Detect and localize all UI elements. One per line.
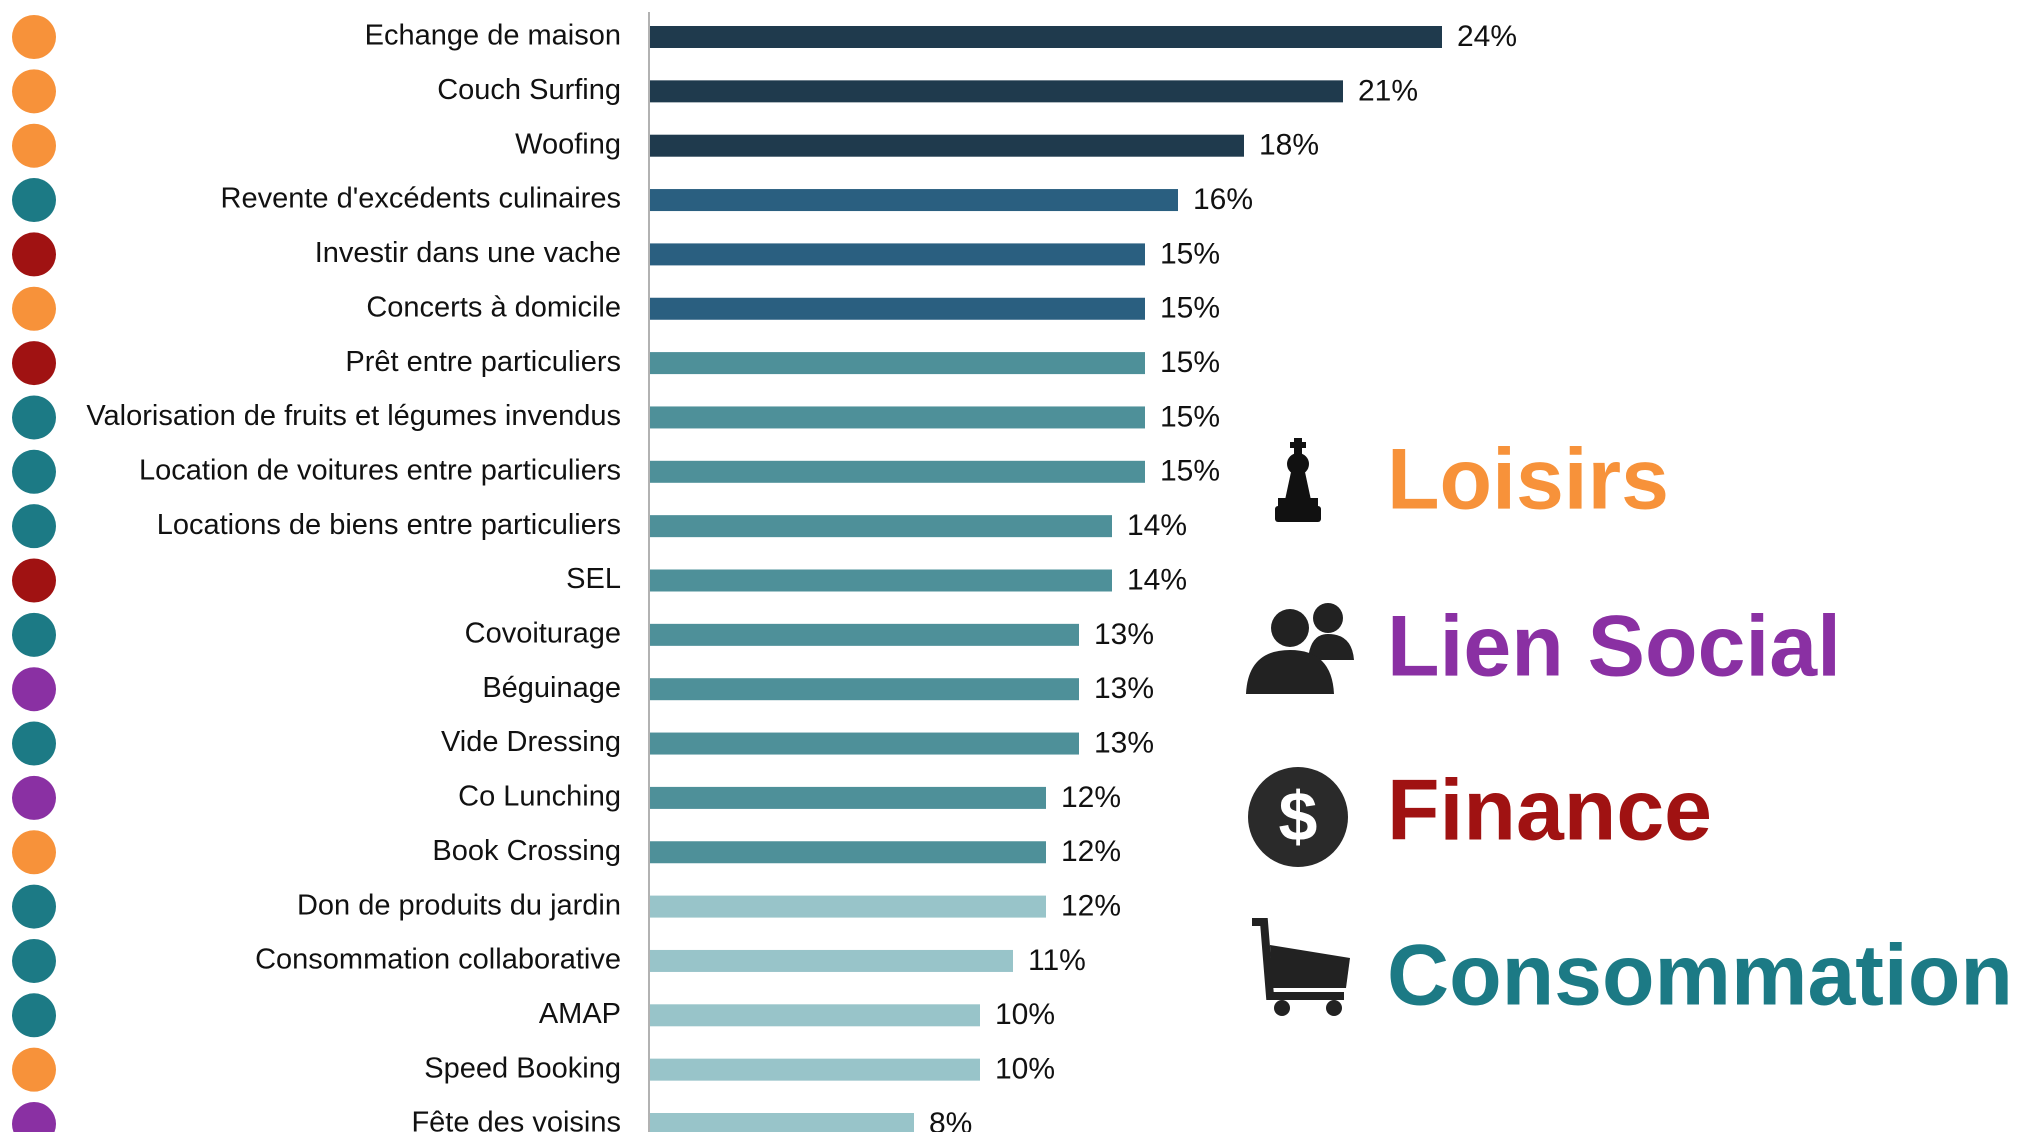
category-label: Location de voitures entre particuliers	[139, 454, 621, 486]
icon-chess	[1275, 438, 1321, 522]
value-label: 14%	[1127, 509, 1187, 542]
category-label: Béguinage	[482, 672, 621, 704]
value-label: 15%	[1160, 455, 1220, 488]
category-label: AMAP	[539, 998, 621, 1030]
category-label: Co Lunching	[458, 781, 621, 813]
category-dot	[12, 830, 56, 875]
category-label: SEL	[566, 563, 621, 595]
legend-label: Finance	[1387, 763, 1712, 859]
value-label: 10%	[995, 1053, 1055, 1086]
legend-label: Lien Social	[1387, 599, 1841, 695]
category-label: Couch Surfing	[437, 74, 621, 106]
category-label: Don de produits du jardin	[297, 889, 621, 921]
category-label: Prêt entre particuliers	[345, 346, 621, 378]
category-label: Woofing	[515, 128, 621, 160]
value-label: 16%	[1193, 183, 1253, 216]
bar	[650, 243, 1145, 266]
value-label: 11%	[1028, 944, 1086, 977]
category-dot	[12, 504, 56, 549]
category-dot	[12, 123, 56, 168]
category-dot	[12, 15, 56, 59]
category-dot	[12, 69, 56, 114]
bar	[650, 841, 1046, 864]
svg-text:$: $	[1279, 777, 1318, 855]
category-dot	[12, 612, 56, 657]
value-label: 21%	[1358, 74, 1418, 107]
category-dot	[12, 449, 56, 494]
value-label: 13%	[1094, 618, 1154, 651]
category-dot	[12, 938, 56, 983]
icon-cart	[1252, 918, 1350, 1016]
category-label: Investir dans une vache	[315, 237, 621, 269]
category-label: Speed Booking	[424, 1052, 621, 1084]
value-label: 12%	[1061, 835, 1121, 868]
legend-label: Loisirs	[1387, 432, 1669, 528]
bar	[650, 949, 1013, 972]
value-label: 15%	[1160, 400, 1220, 433]
bar	[650, 1058, 980, 1081]
bar	[650, 297, 1145, 320]
icon-people	[1246, 603, 1354, 694]
category-label: Locations de biens entre particuliers	[157, 509, 621, 541]
bar	[650, 1113, 914, 1132]
icon-dollar: $	[1248, 767, 1348, 867]
category-dot	[12, 993, 56, 1038]
category-label: Book Crossing	[432, 835, 621, 867]
bar	[650, 515, 1112, 538]
category-label: Revente d'excédents culinaires	[221, 183, 622, 215]
value-label: 15%	[1160, 237, 1220, 270]
bar	[650, 134, 1244, 157]
category-label: Consommation collaborative	[255, 944, 621, 976]
bar	[650, 895, 1046, 918]
value-label: 10%	[995, 998, 1055, 1031]
category-label: Covoiturage	[465, 618, 621, 650]
value-label: 15%	[1160, 346, 1220, 379]
value-label: 12%	[1061, 890, 1121, 923]
value-label: 13%	[1094, 726, 1154, 759]
bar	[650, 1004, 980, 1027]
bar	[650, 786, 1046, 809]
bar	[650, 678, 1079, 701]
bar	[650, 80, 1343, 103]
category-dot	[12, 1102, 56, 1132]
category-dot	[12, 341, 56, 386]
bar	[650, 189, 1178, 212]
bar	[650, 732, 1079, 755]
bar	[650, 623, 1079, 646]
value-label: 14%	[1127, 563, 1187, 596]
category-dot	[12, 775, 56, 820]
value-label: 24%	[1457, 20, 1517, 53]
bar	[650, 460, 1145, 483]
category-dot	[12, 558, 56, 603]
category-dot	[12, 232, 56, 277]
bar	[650, 406, 1145, 429]
bar	[650, 26, 1442, 48]
bar	[650, 352, 1145, 375]
category-label: Valorisation de fruits et légumes invend…	[86, 400, 621, 432]
legend-label: Consommation	[1387, 928, 2013, 1024]
category-dot	[12, 1047, 56, 1092]
value-label: 12%	[1061, 781, 1121, 814]
category-label: Concerts à domicile	[366, 291, 621, 323]
value-label: 13%	[1094, 672, 1154, 705]
category-label: Vide Dressing	[441, 726, 621, 758]
category-label: Echange de maison	[365, 20, 621, 52]
category-dot	[12, 884, 56, 929]
category-dot	[12, 178, 56, 223]
category-dot	[12, 721, 56, 766]
value-label: 8%	[929, 1107, 972, 1132]
value-label: 15%	[1160, 292, 1220, 325]
bar	[650, 569, 1112, 592]
value-label: 18%	[1259, 129, 1319, 162]
category-label: Fête des voisins	[411, 1107, 621, 1132]
category-dot	[12, 286, 56, 331]
category-dot	[12, 667, 56, 712]
category-dot	[12, 395, 56, 440]
